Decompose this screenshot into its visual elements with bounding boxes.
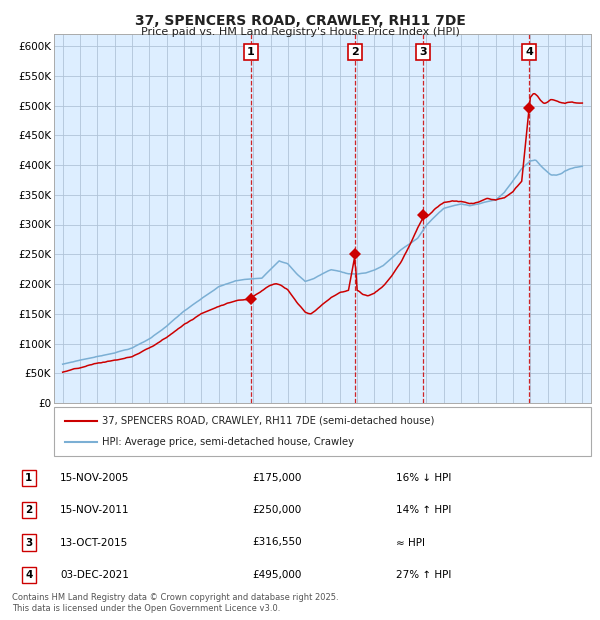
Text: 13-OCT-2015: 13-OCT-2015	[60, 538, 128, 547]
Text: 3: 3	[25, 538, 32, 547]
Text: 37, SPENCERS ROAD, CRAWLEY, RH11 7DE: 37, SPENCERS ROAD, CRAWLEY, RH11 7DE	[134, 14, 466, 28]
Text: 3: 3	[419, 47, 427, 57]
Text: 1: 1	[247, 47, 255, 57]
Text: Contains HM Land Registry data © Crown copyright and database right 2025.
This d: Contains HM Land Registry data © Crown c…	[12, 593, 338, 613]
Text: £495,000: £495,000	[252, 570, 301, 580]
Text: £250,000: £250,000	[252, 505, 301, 515]
Text: 4: 4	[525, 47, 533, 57]
Text: 14% ↑ HPI: 14% ↑ HPI	[396, 505, 451, 515]
Text: 2: 2	[25, 505, 32, 515]
Text: HPI: Average price, semi-detached house, Crawley: HPI: Average price, semi-detached house,…	[103, 437, 355, 447]
Text: 27% ↑ HPI: 27% ↑ HPI	[396, 570, 451, 580]
Text: 16% ↓ HPI: 16% ↓ HPI	[396, 473, 451, 483]
Text: 4: 4	[25, 570, 32, 580]
Text: 2: 2	[351, 47, 359, 57]
Text: 03-DEC-2021: 03-DEC-2021	[60, 570, 129, 580]
Text: 37, SPENCERS ROAD, CRAWLEY, RH11 7DE (semi-detached house): 37, SPENCERS ROAD, CRAWLEY, RH11 7DE (se…	[103, 416, 435, 426]
Text: 15-NOV-2011: 15-NOV-2011	[60, 505, 130, 515]
Text: ≈ HPI: ≈ HPI	[396, 538, 425, 547]
Text: 1: 1	[25, 473, 32, 483]
Text: £175,000: £175,000	[252, 473, 301, 483]
Text: Price paid vs. HM Land Registry's House Price Index (HPI): Price paid vs. HM Land Registry's House …	[140, 27, 460, 37]
FancyBboxPatch shape	[54, 407, 591, 456]
Text: £316,550: £316,550	[252, 538, 302, 547]
Text: 15-NOV-2005: 15-NOV-2005	[60, 473, 130, 483]
